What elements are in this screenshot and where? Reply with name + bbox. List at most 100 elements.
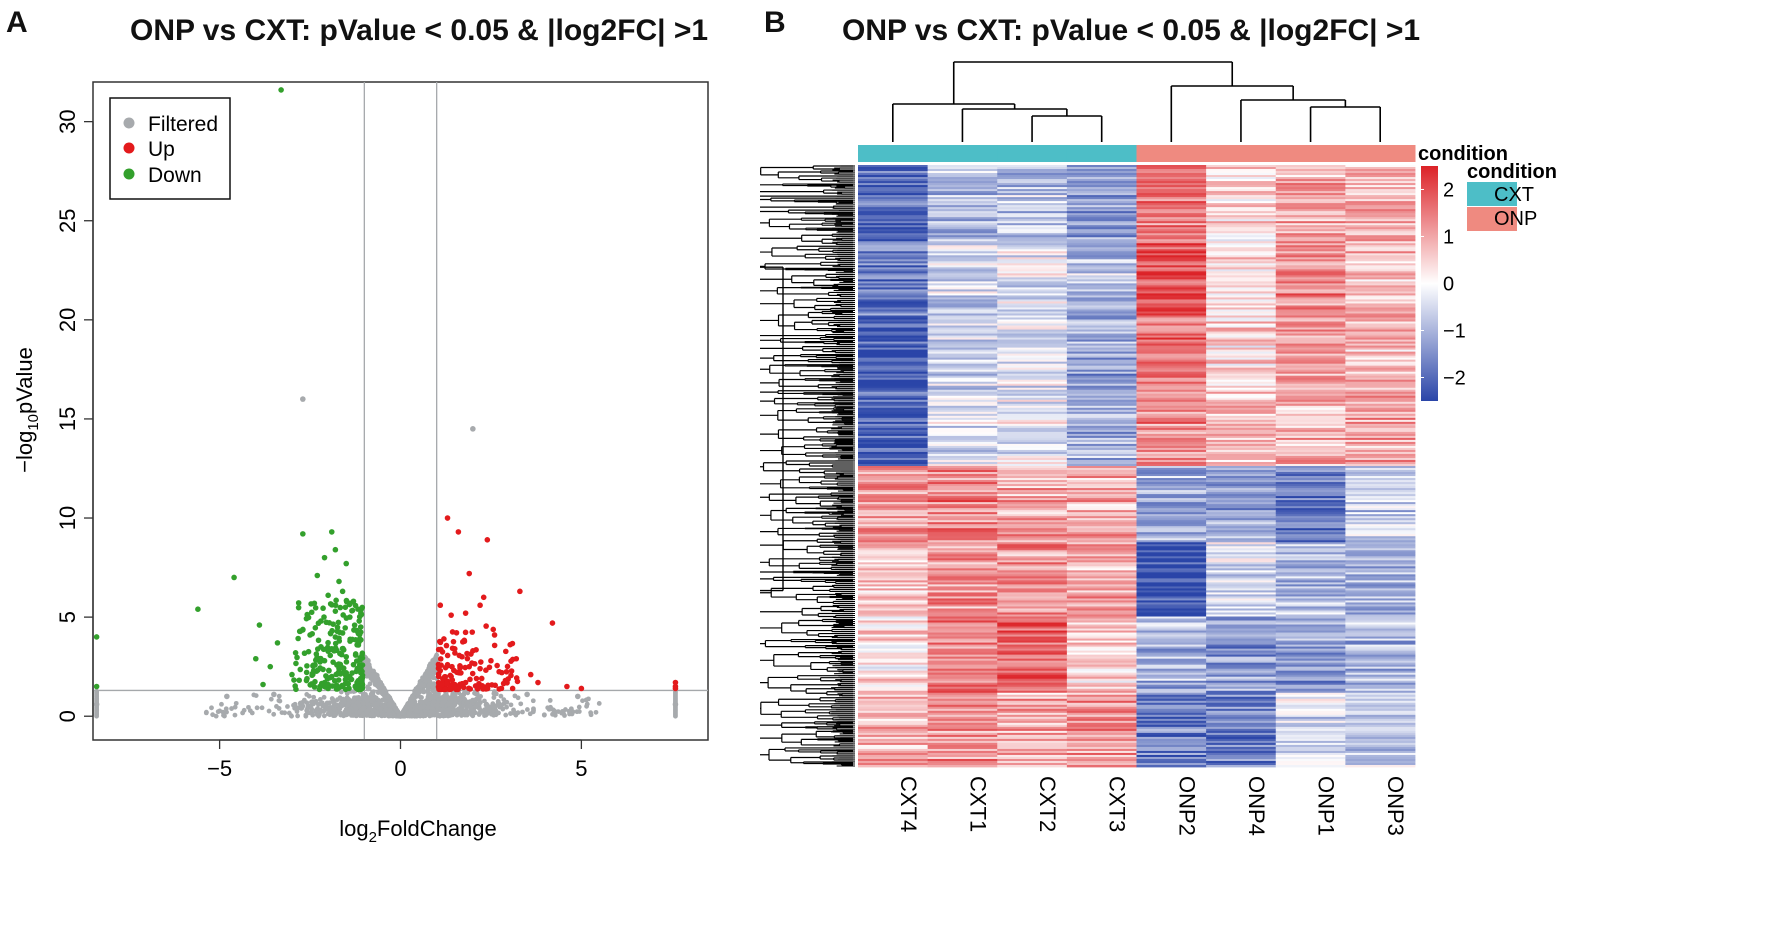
heatmap-cell (927, 195, 998, 198)
heatmap-cell (858, 295, 929, 298)
filtered-point (229, 706, 234, 711)
heatmap-cell (858, 197, 929, 200)
down-point (325, 592, 331, 599)
heatmap-cell (1066, 706, 1137, 710)
heatmap-cell (1206, 209, 1277, 212)
down-point (295, 635, 301, 642)
heatmap-cell (1066, 632, 1137, 635)
heatmap-cell (1206, 510, 1277, 513)
heatmap-cell (1345, 512, 1416, 515)
heatmap-cell (858, 696, 929, 700)
heatmap-cell (1275, 277, 1346, 280)
heatmap-cell (1206, 281, 1277, 284)
heatmap-cell (1206, 516, 1277, 519)
heatmap-cell (997, 173, 1068, 176)
heatmap-cell (1345, 439, 1416, 443)
heatmap-cell (997, 315, 1068, 318)
heatmap-cell (1136, 273, 1207, 276)
heatmap-cell (858, 361, 929, 365)
heatmap-cell (997, 339, 1068, 342)
heatmap-cell (1345, 700, 1416, 704)
heatmap-cell (1136, 229, 1207, 232)
down-point (278, 87, 284, 93)
heatmap-cell (1275, 748, 1346, 752)
up-point (478, 659, 484, 665)
heatmap-cell (1136, 664, 1207, 668)
heatmap-cell (1066, 582, 1137, 585)
heatmap-cell (1066, 634, 1137, 637)
heatmap-cell (1066, 506, 1137, 509)
heatmap-cell (1206, 463, 1277, 467)
heatmap-cell (1066, 674, 1137, 678)
heatmap-cell (1136, 554, 1207, 557)
heatmap-cell (1275, 309, 1346, 312)
heatmap-cell (1206, 466, 1277, 469)
heatmap-cell (1275, 538, 1346, 541)
heatmap-cell (927, 239, 998, 242)
heatmap-cell (1066, 482, 1137, 485)
heatmap-cell (1275, 387, 1346, 391)
heatmap-cell (1136, 690, 1207, 694)
down-point (320, 646, 327, 653)
heatmap-cell (1275, 441, 1346, 445)
heatmap-cell (1345, 596, 1416, 599)
up-point (549, 620, 556, 626)
heatmap-cell (1206, 299, 1277, 302)
heatmap-cell (1275, 594, 1346, 597)
filtered-point (362, 692, 368, 698)
heatmap-cell (1275, 556, 1346, 559)
heatmap-cell (1136, 331, 1207, 334)
heatmap-cell (1066, 612, 1137, 615)
heatmap-cell (1136, 694, 1207, 698)
heatmap-cell (1345, 506, 1416, 509)
heatmap-cell (858, 271, 929, 274)
heatmap-cell (927, 492, 998, 495)
heatmap-cell (1206, 415, 1277, 419)
heatmap-cell (1275, 628, 1346, 631)
heatmap-cell (1206, 347, 1277, 351)
filtered-point (254, 705, 260, 711)
heatmap-cell (1136, 598, 1207, 601)
heatmap-cell (1345, 518, 1416, 521)
heatmap-cell (1136, 311, 1207, 314)
heatmap-cell (1136, 437, 1207, 441)
heatmap-cell (1206, 528, 1277, 531)
heatmap-cell (1136, 319, 1207, 322)
heatmap-cell (927, 746, 998, 750)
heatmap-cell (1206, 279, 1277, 282)
heatmap-cell (927, 612, 998, 615)
heatmap-cell (1066, 221, 1137, 224)
filtered-point (93, 701, 100, 708)
heatmap-cell (858, 626, 929, 629)
heatmap-cell (1206, 616, 1277, 619)
heatmap-cell (1066, 241, 1137, 244)
heatmap-cell (1206, 321, 1277, 324)
heatmap-cell (1206, 363, 1277, 367)
heatmap-cell (927, 568, 998, 571)
heatmap-cell (927, 367, 998, 371)
heatmap-cell (997, 177, 1068, 180)
filtered-point (209, 705, 214, 711)
panel-b-title: ONP vs CXT: pValue < 0.05 & |log2FC| >1 (842, 14, 1421, 47)
heatmap-cell (1206, 401, 1277, 405)
heatmap-cell (858, 606, 929, 609)
heatmap-cell (1275, 337, 1346, 340)
heatmap-cell (927, 449, 998, 453)
heatmap-cell (1345, 301, 1416, 304)
heatmap-cell (1136, 626, 1207, 629)
heatmap-cell (858, 648, 929, 652)
heatmap-cell (858, 598, 929, 601)
heatmap-cell (1136, 373, 1207, 377)
heatmap-cell (997, 636, 1068, 639)
heatmap-cell (1136, 466, 1207, 469)
down-point (309, 670, 316, 677)
heatmap-cell (1206, 710, 1277, 714)
heatmap-cell (927, 185, 998, 188)
heatmap-cell (1206, 199, 1277, 202)
heatmap-cell (927, 530, 998, 533)
heatmap-cell (1066, 291, 1137, 294)
heatmap-cell (997, 542, 1068, 545)
heatmap-cell (1345, 498, 1416, 501)
heatmap-cell (927, 760, 998, 764)
heatmap-cell (1066, 419, 1137, 423)
